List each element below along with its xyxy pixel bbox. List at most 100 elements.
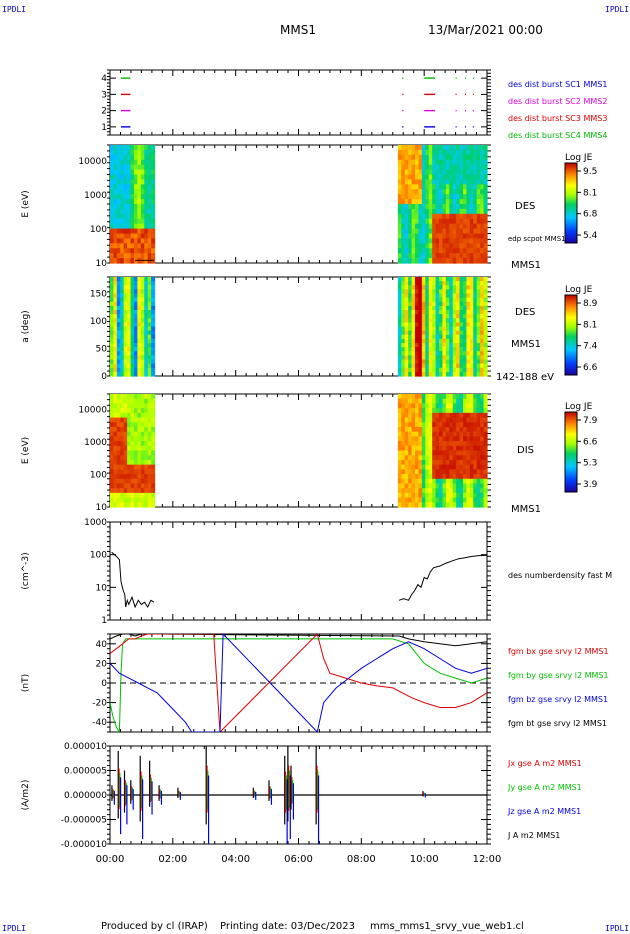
- des_pitch-cell: [483, 347, 488, 352]
- des_energy-cell: [116, 243, 121, 249]
- dis_energy-cell: [469, 412, 474, 419]
- dis_energy-cell: [445, 474, 450, 480]
- dis_energy-cell: [140, 431, 145, 437]
- des_pitch-cell: [476, 330, 481, 336]
- des_energy-cell: [130, 258, 135, 264]
- des_pitch-cell: [421, 334, 426, 340]
- dis_energy-colorbar-tick-label: 6.6: [583, 437, 598, 447]
- des_pitch-cell: [408, 277, 413, 282]
- des_energy-cell: [432, 228, 437, 235]
- dis_energy-cell: [116, 412, 121, 419]
- dis_energy-cell: [130, 474, 135, 480]
- des_pitch-cell: [463, 351, 468, 356]
- des_energy-cell: [449, 228, 454, 235]
- dis_energy-cell: [435, 422, 440, 428]
- dis_energy-cell: [473, 417, 478, 423]
- des_energy-cell: [476, 208, 481, 215]
- dis_energy-cell: [123, 436, 128, 442]
- dis_energy-cell: [480, 474, 485, 480]
- dis_energy-cell: [435, 483, 440, 489]
- dis_energy-cell: [421, 445, 426, 452]
- dis_energy-cell: [116, 408, 121, 414]
- des_energy-cell: [449, 145, 454, 151]
- des_energy-cell: [144, 204, 149, 210]
- des_energy-colorbar-title: Log JE: [565, 153, 593, 163]
- des_energy-cell: [425, 233, 430, 240]
- des_energy-cell: [428, 243, 433, 249]
- des_energy-cell: [411, 159, 416, 166]
- dis_energy-cell: [151, 464, 156, 470]
- dis_energy-cell: [421, 408, 426, 414]
- des_pitch-cell: [466, 363, 471, 369]
- des_pitch-cell: [456, 310, 461, 315]
- des_pitch-cell: [404, 326, 409, 332]
- des_energy-cell: [435, 248, 440, 254]
- des_energy-cell: [459, 208, 464, 215]
- dis_energy-cell: [435, 469, 440, 475]
- des_energy-cell: [147, 145, 152, 151]
- des_pitch-cell: [110, 310, 115, 315]
- des_pitch-cell: [113, 334, 118, 340]
- des_pitch-cell: [480, 347, 485, 352]
- des_pitch-cell: [415, 343, 420, 348]
- des_energy-cell: [123, 145, 128, 151]
- des_pitch-cell: [428, 367, 433, 373]
- des_energy-cell: [480, 258, 485, 264]
- des_energy-cell: [463, 204, 468, 210]
- dis_energy-cell: [116, 497, 121, 503]
- des_energy-cell: [401, 154, 406, 161]
- des_pitch-cell: [463, 277, 468, 282]
- des_pitch-cell: [401, 305, 406, 311]
- des_pitch-cell: [144, 326, 149, 332]
- dis_energy-cell: [113, 488, 118, 494]
- des_energy-cell: [442, 174, 447, 181]
- des_energy-cell: [466, 164, 471, 171]
- dis_energy-cell: [469, 497, 474, 503]
- des_energy-cell: [483, 199, 488, 205]
- dis_energy-cell: [408, 469, 413, 475]
- des_pitch-cell: [442, 347, 447, 352]
- dis_energy-cell: [140, 408, 145, 414]
- des_pitch-cell: [151, 330, 156, 336]
- des_pitch-cell: [113, 281, 118, 286]
- dis_energy-cell: [425, 394, 430, 400]
- des_energy-cell: [116, 169, 121, 176]
- dis_energy-cell: [120, 394, 125, 400]
- des_pitch-cell: [432, 281, 437, 286]
- des_energy-cell: [401, 159, 406, 166]
- dis_energy-cell: [435, 488, 440, 494]
- des_pitch-cell: [473, 285, 478, 290]
- des_energy-cell: [476, 145, 481, 151]
- fgm-legend-entry: fgm bt gse srvy l2 MMS1: [508, 719, 607, 728]
- dis_energy-cell: [449, 455, 454, 461]
- des_pitch-cell: [421, 285, 426, 290]
- des_pitch-cell: [445, 334, 450, 340]
- dis_energy-cell: [137, 408, 142, 414]
- dis_energy-cell: [452, 469, 457, 475]
- dis_energy-cell: [147, 497, 152, 503]
- fgm-ylabel: (nT): [21, 674, 31, 692]
- des_pitch-cell: [133, 314, 139, 319]
- des_energy-cell: [432, 243, 437, 249]
- dis_energy-cell: [130, 469, 135, 475]
- des_energy-cell: [130, 199, 135, 205]
- des_pitch-cell: [452, 326, 457, 332]
- des_pitch-cell: [456, 293, 461, 299]
- des_energy-cell: [113, 218, 118, 225]
- des_pitch-cell: [411, 281, 416, 286]
- des_pitch-cell: [459, 355, 464, 361]
- des_energy-cell: [120, 233, 125, 240]
- des_pitch-cell: [442, 293, 447, 299]
- des_pitch-cell: [123, 338, 128, 344]
- dis_energy-cell: [411, 455, 416, 461]
- des_energy-cell: [480, 228, 485, 235]
- dis_energy-cell: [113, 464, 118, 470]
- des_energy-cell: [120, 204, 125, 210]
- des_energy-cell: [397, 189, 402, 195]
- dis_energy-cell: [425, 426, 430, 433]
- dis_energy-cell: [116, 464, 121, 470]
- dis_energy-cell: [127, 455, 132, 461]
- des_energy-cell: [151, 164, 156, 171]
- dis_energy-cell: [140, 450, 145, 456]
- dis_energy-cell: [140, 478, 145, 485]
